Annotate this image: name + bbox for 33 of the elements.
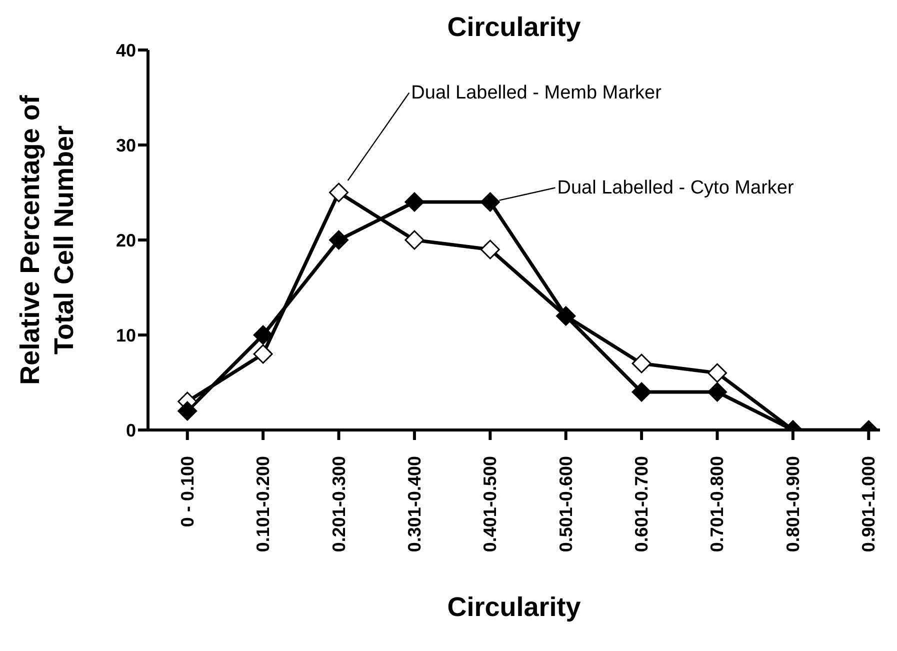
point — [480, 240, 500, 260]
point — [632, 382, 652, 402]
point — [632, 354, 652, 374]
x-tick-label: 0.401-0.500 — [480, 456, 500, 552]
x-tick-label: 0.701-0.800 — [707, 456, 728, 552]
y-axis-title: Relative Percentage of Total Cell Number — [14, 94, 80, 387]
y-tick-label: 30 — [116, 135, 136, 156]
chart-title: Circularity — [446, 12, 582, 43]
x-tick-label: 0.101-0.200 — [253, 456, 274, 552]
x-tick-label: 0.901-1.000 — [858, 456, 879, 552]
point — [404, 192, 424, 212]
point — [404, 230, 424, 250]
x-tick-label: 0.801-0.900 — [782, 456, 803, 552]
y-tick-label: 20 — [116, 230, 136, 250]
x-tick-label: 0 - 0.100 — [177, 456, 198, 528]
x-tick-label: 0.201-0.300 — [328, 456, 349, 552]
point — [253, 325, 273, 345]
point — [178, 401, 198, 421]
x-axis-title: Circularity — [446, 592, 582, 623]
point — [329, 182, 349, 202]
y-tick-label: 10 — [116, 325, 136, 346]
point — [480, 192, 500, 212]
legend-label: Dual Labelled - Cyto Marker — [557, 177, 794, 198]
y-tick-label: 40 — [116, 40, 136, 60]
text: Dual Labelled - Memb Marker — [411, 82, 662, 104]
x-tick-label: 0.501-0.600 — [556, 456, 576, 552]
x-tick-label: 0.601-0.700 — [632, 456, 652, 552]
point — [329, 230, 349, 250]
point — [253, 344, 273, 364]
point — [708, 363, 727, 383]
point — [708, 382, 727, 402]
x-tick-label: 0.301-0.400 — [404, 456, 424, 552]
y-tick-label: 0 — [126, 420, 136, 440]
